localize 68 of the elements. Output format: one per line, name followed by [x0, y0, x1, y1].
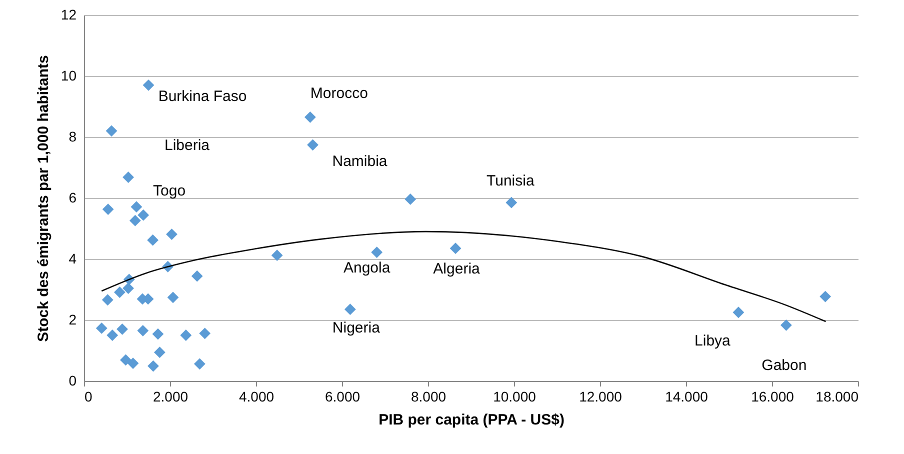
annotation: Morocco [310, 85, 368, 102]
point [371, 246, 383, 258]
annotation: Liberia [164, 137, 210, 154]
point [116, 323, 128, 335]
point [271, 250, 283, 262]
point [180, 330, 192, 341]
point [194, 358, 206, 370]
y-tick-label: 0 [68, 372, 77, 388]
point [191, 270, 203, 282]
annotation: Togo [153, 182, 186, 200]
point [120, 354, 132, 366]
x-tick-label: 8.000 [410, 388, 446, 404]
point [122, 172, 134, 183]
point [102, 204, 114, 215]
y-axis-title: Stock des émigrants par 1,000 habitants [34, 55, 52, 342]
point [780, 319, 792, 331]
point [152, 328, 164, 340]
annotation: Angola [343, 259, 391, 276]
x-axis-title: PIB per capita (PPA - US$) [378, 412, 564, 428]
annotation: Libya [694, 332, 732, 350]
point [137, 324, 149, 336]
x-tick-label: 16.000 [751, 388, 794, 404]
point [129, 214, 141, 226]
y-tick-label: 2 [68, 312, 77, 328]
x-tick-label: 6.000 [324, 388, 360, 404]
x-tick-label: 10.000 [493, 388, 536, 404]
point [304, 111, 316, 123]
point [106, 125, 118, 137]
point [404, 194, 416, 205]
point [96, 322, 108, 334]
point [450, 242, 462, 254]
point [166, 228, 178, 240]
point [154, 346, 166, 358]
point [732, 306, 744, 318]
x-tick-label: 2.000 [152, 388, 188, 404]
y-tick-label: 8 [68, 128, 77, 144]
y-tick-label: 6 [68, 190, 77, 206]
y-tick-label: 10 [60, 68, 77, 84]
x-tick-label: 18.000 [816, 388, 859, 404]
y-tick-label: 12 [60, 6, 77, 22]
annotation: Algeria [433, 260, 481, 278]
annotation: Nigeria [332, 319, 381, 336]
y-tick-label: 4 [68, 250, 77, 266]
point [122, 282, 134, 294]
x-tick-label: 14.000 [665, 388, 708, 404]
point [820, 290, 832, 302]
point [138, 209, 150, 221]
annotation: Burkina Faso [158, 88, 247, 106]
point [307, 139, 318, 151]
point [148, 360, 159, 372]
point [102, 294, 114, 306]
point [106, 330, 118, 341]
x-tick-label: 12.000 [579, 388, 622, 404]
point [506, 196, 518, 208]
point [199, 328, 211, 340]
point [167, 292, 179, 304]
x-tick-label: 4.000 [238, 388, 274, 404]
point [114, 286, 126, 298]
annotation: Namibia [332, 152, 388, 170]
point [147, 234, 158, 246]
point [142, 79, 154, 91]
annotation: Tunisia [486, 172, 535, 190]
point [130, 201, 142, 213]
point [127, 358, 139, 370]
annotation: Gabon [762, 357, 807, 374]
x-tick-label: 0 [84, 388, 92, 404]
point [344, 304, 356, 316]
line-series [100, 230, 826, 322]
